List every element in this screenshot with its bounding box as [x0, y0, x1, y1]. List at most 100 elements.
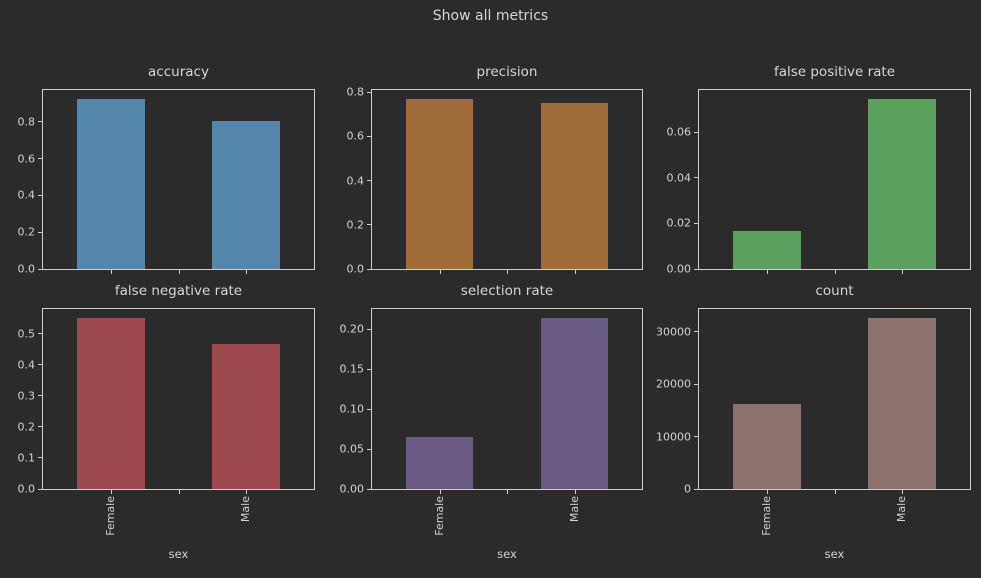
y-tick: [38, 121, 42, 123]
axes-selection-rate: 0.00 0.05 0.10 0.15 0.20 Female Male sex: [340, 308, 643, 561]
subplot-false-negative-rate: false negative rate 0.0 0.1 0.2 0.3 0.4 0.5 Fe…: [18, 283, 315, 561]
subplot-false-positive-rate: false positive rate 0.00 0.02 0.04 0.06: [667, 64, 971, 275]
x-tick: [834, 270, 836, 274]
y-tick: [38, 457, 42, 459]
subplot-title: false positive rate: [773, 64, 896, 80]
y-tick-label: 0.05: [339, 442, 365, 456]
axes-false-positive-rate: 0.00 0.02 0.04 0.06: [667, 89, 971, 275]
subplot-title: precision: [476, 64, 538, 80]
y-tick-label: 20000: [656, 377, 691, 391]
y-tick-label: 0.06: [666, 125, 692, 139]
y-tick-label: 0.8: [17, 115, 36, 129]
axes-precision: 0.0 0.2 0.4 0.6 0.8: [347, 87, 643, 275]
y-tick-label: 0.4: [346, 174, 365, 188]
y-tick-label: 0: [684, 482, 691, 496]
y-tick: [367, 224, 371, 226]
x-tick: [439, 270, 441, 274]
y-tick-label: 0.2: [346, 218, 365, 232]
y-tick: [38, 426, 42, 428]
x-category-label: Male: [895, 496, 909, 523]
y-tick-label: 0.4: [17, 188, 36, 202]
y-tick: [367, 408, 371, 410]
x-category-label: Female: [759, 496, 773, 536]
x-category-label: Male: [567, 496, 581, 523]
figure-title: Show all metrics: [432, 8, 549, 24]
y-tick: [367, 268, 371, 270]
y-tick-label: 0.2: [17, 420, 36, 434]
x-tick: [178, 490, 180, 494]
bar-male: [540, 317, 609, 489]
y-tick-label: 0.6: [17, 152, 36, 166]
x-tick: [246, 270, 248, 274]
x-tick: [246, 490, 248, 494]
bar-female: [76, 98, 145, 269]
axes-accuracy: 0.0 0.2 0.4 0.6 0.8: [18, 89, 315, 275]
subplot-title: false negative rate: [114, 283, 243, 299]
subplot-precision: precision 0.0 0.2 0.4 0.6 0.8: [347, 64, 643, 275]
y-tick: [694, 177, 698, 179]
y-tick-label: 0.00: [339, 482, 365, 496]
y-tick-label: 0.04: [666, 171, 692, 185]
x-tick: [902, 270, 904, 274]
x-tick: [574, 490, 576, 494]
y-tick-label: 0.15: [339, 362, 365, 376]
y-tick: [694, 436, 698, 438]
y-tick-label: 0.0: [17, 262, 36, 276]
subplot-count: count 0 10000 20000 30000 Female Male sex: [656, 283, 971, 561]
y-tick-label: 0.0: [346, 262, 365, 276]
x-tick: [178, 270, 180, 274]
x-tick: [574, 270, 576, 274]
y-tick: [694, 488, 698, 490]
y-tick-label: 0.6: [346, 129, 365, 143]
x-tick: [766, 270, 768, 274]
y-tick-label: 10000: [656, 430, 691, 444]
y-tick-label: 0.02: [666, 216, 692, 230]
y-tick: [367, 488, 371, 490]
x-tick: [507, 270, 508, 274]
y-tick: [694, 131, 698, 133]
y-tick: [367, 135, 371, 137]
x-tick: [766, 490, 768, 494]
y-tick-label: 0.8: [346, 85, 365, 99]
y-tick: [367, 180, 371, 182]
y-tick-label: 0.4: [17, 358, 36, 372]
subplot-accuracy: accuracy 0.0 0.2 0.4 0.6 0.8: [18, 64, 315, 275]
y-tick: [38, 231, 42, 233]
y-tick-label: 0.1: [17, 451, 36, 465]
y-tick: [367, 448, 371, 450]
bar-female: [732, 404, 801, 489]
x-axis-label: sex: [497, 547, 517, 561]
x-tick: [507, 490, 508, 494]
subplot-title: selection rate: [460, 283, 554, 299]
subplot-title: count: [815, 283, 854, 299]
y-tick: [38, 158, 42, 160]
bar-female: [405, 98, 474, 269]
y-tick: [38, 395, 42, 397]
x-tick: [834, 490, 836, 494]
x-category-label: Male: [239, 496, 253, 523]
subplot-title: accuracy: [148, 64, 209, 80]
bar-male: [868, 318, 937, 489]
y-tick: [38, 194, 42, 196]
y-tick: [38, 364, 42, 366]
y-tick: [367, 368, 371, 370]
bar-female: [76, 318, 145, 489]
y-tick: [694, 383, 698, 385]
y-tick: [694, 331, 698, 333]
x-tick: [110, 490, 112, 494]
y-tick: [367, 91, 371, 93]
bar-male: [868, 98, 937, 269]
y-tick: [38, 488, 42, 490]
y-tick-label: 0.0: [17, 482, 36, 496]
axes-false-negative-rate: 0.0 0.1 0.2 0.3 0.4 0.5 Female Male sex: [18, 308, 315, 561]
y-tick-label: 30000: [656, 325, 691, 339]
axes-count: 0 10000 20000 30000 Female Male sex: [656, 308, 971, 561]
y-tick-label: 0.2: [17, 225, 36, 239]
x-category-label: Female: [103, 496, 117, 536]
x-axis-label: sex: [168, 547, 189, 561]
y-tick: [367, 328, 371, 330]
bar-female: [732, 231, 801, 269]
y-tick-label: 0.20: [339, 322, 365, 336]
x-tick: [439, 490, 441, 494]
bar-male: [212, 121, 281, 269]
